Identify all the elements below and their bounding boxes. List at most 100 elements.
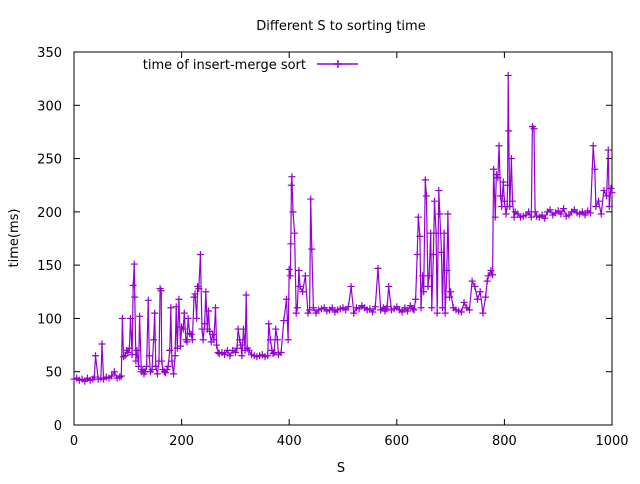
- data-point: [237, 341, 245, 349]
- data-point: [180, 309, 188, 317]
- data-point: [301, 272, 309, 280]
- data-point: [419, 272, 427, 280]
- data-point: [350, 309, 358, 317]
- x-tick-label: 600: [384, 434, 409, 449]
- data-point: [414, 213, 422, 221]
- x-tick-label: 800: [492, 434, 517, 449]
- x-tick-label: 1000: [595, 434, 628, 449]
- data-point: [468, 277, 476, 285]
- data-point: [383, 303, 391, 311]
- data-point: [188, 336, 196, 344]
- data-point: [144, 296, 152, 304]
- data-point: [92, 352, 100, 360]
- data-point: [457, 308, 465, 316]
- x-axis-label: S: [337, 461, 345, 476]
- data-point: [157, 287, 165, 295]
- data-point: [586, 209, 594, 217]
- data-point: [265, 320, 273, 328]
- data-point: [306, 306, 314, 314]
- data-point: [371, 303, 379, 311]
- data-point: [432, 229, 440, 237]
- data-point: [284, 336, 292, 344]
- data-point: [239, 325, 247, 333]
- data-point: [118, 314, 126, 322]
- y-tick-label: 350: [37, 46, 62, 61]
- data-point: [242, 291, 250, 299]
- data-point: [495, 142, 503, 150]
- data-point: [202, 288, 210, 296]
- data-point: [172, 303, 180, 311]
- data-point: [205, 307, 212, 315]
- data-point: [199, 336, 207, 344]
- data-point: [591, 165, 599, 173]
- data-point: [186, 329, 194, 337]
- data-point: [158, 357, 166, 365]
- data-point: [581, 211, 589, 219]
- data-point: [482, 293, 490, 301]
- data-point: [479, 309, 487, 317]
- data-point: [416, 232, 424, 240]
- data-point: [510, 213, 518, 221]
- data-point: [530, 125, 538, 133]
- data-point: [525, 208, 533, 216]
- data-point: [191, 290, 199, 298]
- data-point: [487, 266, 495, 274]
- data-point: [504, 181, 512, 189]
- data-point: [560, 205, 568, 213]
- data-point: [117, 372, 125, 380]
- data-point: [289, 208, 297, 216]
- data-point: [291, 229, 299, 237]
- data-point: [502, 210, 510, 218]
- data-point: [280, 317, 288, 325]
- data-point: [273, 336, 281, 344]
- data-point: [597, 210, 605, 218]
- x-tick-label: 400: [277, 434, 302, 449]
- data-point: [168, 357, 176, 365]
- y-tick-label: 0: [54, 419, 62, 434]
- data-point: [193, 314, 201, 322]
- series-line: [73, 75, 613, 383]
- data-point: [179, 325, 187, 333]
- legend-label: time of insert-merge sort: [143, 58, 306, 73]
- data-point: [592, 203, 600, 211]
- data-point: [130, 260, 138, 268]
- data-point: [148, 366, 156, 374]
- data-point: [285, 265, 293, 273]
- data-point: [264, 352, 272, 360]
- data-point: [546, 206, 554, 214]
- data-point: [132, 357, 140, 365]
- data-point: [417, 304, 425, 312]
- data-point: [183, 338, 191, 346]
- y-tick-label: 50: [45, 366, 62, 381]
- data-point: [474, 295, 481, 303]
- data-point: [136, 312, 144, 320]
- data-point: [471, 282, 479, 290]
- data-point: [245, 346, 253, 354]
- data-point: [430, 197, 438, 205]
- data-point: [307, 195, 315, 203]
- data-point: [171, 352, 179, 360]
- data-point: [293, 304, 301, 312]
- data-point: [110, 368, 118, 376]
- data-point: [299, 288, 307, 296]
- data-point: [133, 346, 141, 354]
- data-point: [465, 306, 473, 314]
- data-point: [444, 210, 452, 218]
- data-point: [483, 277, 491, 285]
- data-point: [412, 295, 420, 303]
- data-point: [184, 314, 192, 322]
- data-point: [145, 352, 153, 360]
- data-point: [484, 272, 492, 280]
- data-point: [236, 336, 244, 344]
- data-point: [119, 353, 127, 361]
- data-point: [269, 350, 277, 358]
- y-tick-label: 300: [37, 99, 62, 114]
- data-point: [506, 203, 514, 211]
- data-point: [429, 250, 437, 258]
- y-tick-label: 250: [37, 153, 62, 168]
- data-point: [177, 342, 185, 350]
- plot-frame: [73, 51, 613, 426]
- data-point: [328, 304, 336, 312]
- data-point: [476, 288, 484, 296]
- data-point: [135, 362, 143, 370]
